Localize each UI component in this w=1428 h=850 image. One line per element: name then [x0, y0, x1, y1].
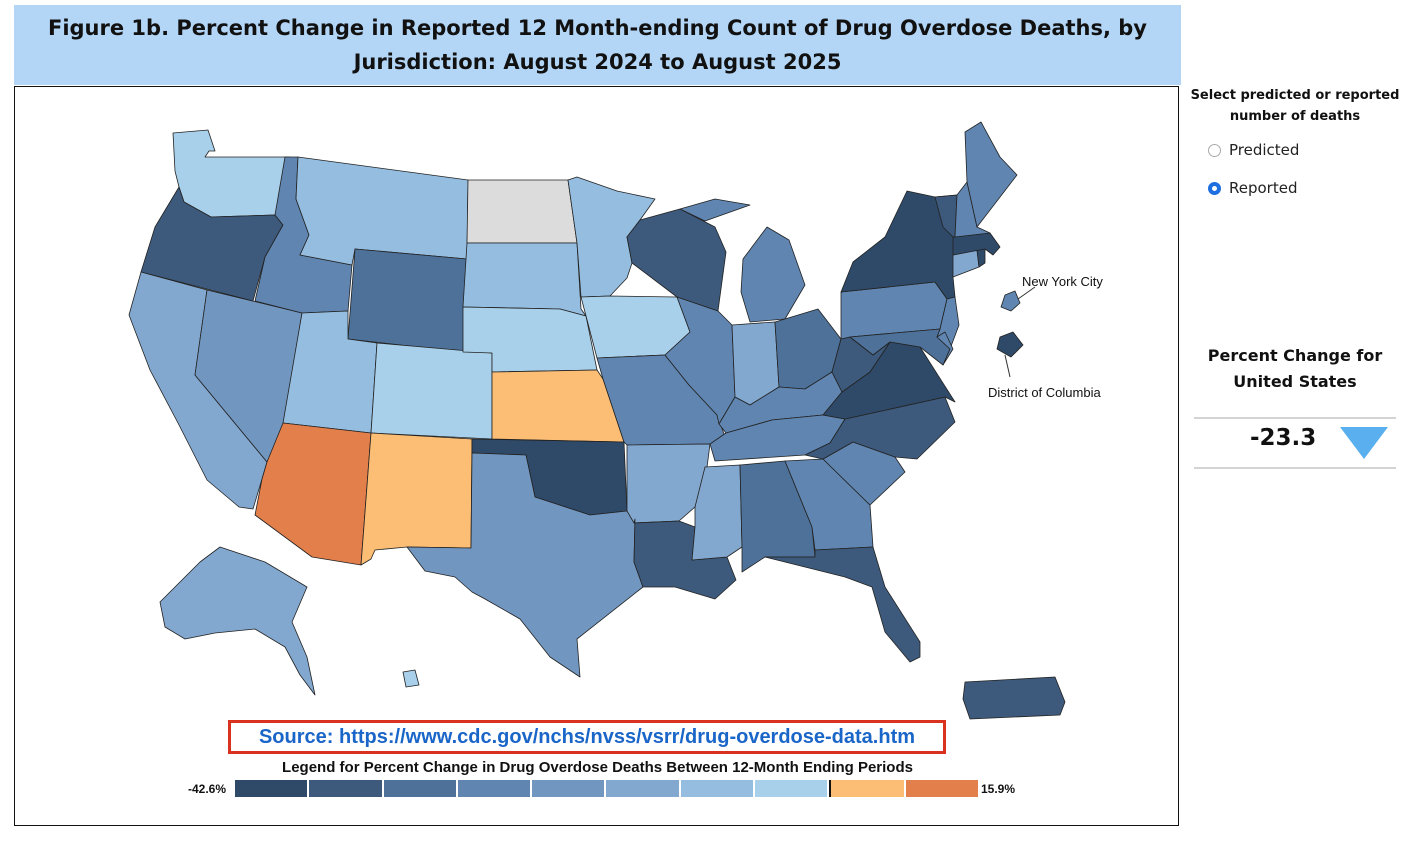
state-fl[interactable] — [764, 546, 921, 663]
legend-swatch — [532, 780, 607, 797]
state-mt[interactable] — [295, 156, 469, 266]
state-mi[interactable] — [679, 198, 806, 323]
radio-predicted-label[interactable]: Predicted — [1229, 141, 1300, 159]
state-ak[interactable] — [159, 546, 316, 696]
nyc-inset[interactable] — [1000, 290, 1021, 312]
legend-swatch — [755, 780, 830, 797]
legend-max-label: 15.9% — [981, 782, 1016, 796]
legend-swatch — [457, 780, 533, 797]
state-wa[interactable] — [172, 129, 291, 218]
territory-pr[interactable] — [962, 676, 1066, 720]
radio-reported[interactable]: Reported — [1208, 179, 1400, 197]
state-hi[interactable] — [402, 669, 420, 688]
us-percent-change-box: -23.3 — [1194, 417, 1396, 469]
legend-swatch — [383, 780, 458, 797]
figure-title-bar: Figure 1b. Percent Change in Reported 12… — [14, 5, 1181, 85]
source-link[interactable]: Source: https://www.cdc.gov/nchs/nvss/vs… — [228, 720, 946, 754]
state-la[interactable] — [633, 518, 737, 600]
radio-predicted[interactable]: Predicted — [1208, 141, 1400, 159]
nyc-label: New York City — [1022, 274, 1103, 289]
annotation-lines — [1004, 286, 1036, 378]
select-label-line-2: number of deaths — [1229, 109, 1361, 124]
state-nd[interactable] — [466, 179, 578, 244]
state-il[interactable] — [664, 296, 736, 425]
us-percent-change-title-line-2: United States — [1233, 372, 1357, 391]
state-nh[interactable] — [954, 181, 991, 238]
legend-title: Legend for Percent Change in Drug Overdo… — [282, 759, 913, 776]
us-percent-change-value: -23.3 — [1250, 425, 1317, 451]
legend-color-bar — [235, 780, 978, 797]
figure-title-line-1: Figure 1b. Percent Change in Reported 12… — [47, 16, 1147, 40]
state-me[interactable] — [964, 121, 1018, 228]
us-percent-change-title-line-1: Percent Change for — [1207, 346, 1383, 365]
state-nc[interactable] — [804, 396, 956, 460]
radio-reported-label[interactable]: Reported — [1229, 179, 1298, 197]
state-tx[interactable] — [406, 452, 644, 678]
us-choropleth-map: New York City District of Columbia — [128, 121, 1103, 720]
state-wy[interactable] — [347, 248, 468, 353]
state-nm[interactable] — [360, 432, 473, 566]
legend-swatch — [829, 780, 906, 797]
radio-predicted-icon[interactable] — [1208, 143, 1221, 157]
down-triangle-icon — [1340, 427, 1388, 459]
dc-inset[interactable] — [996, 331, 1024, 358]
legend-swatch — [680, 780, 756, 797]
state-wi[interactable] — [626, 208, 727, 312]
us-percent-change-title: Percent Change for United States — [1190, 343, 1400, 395]
state-ar[interactable] — [626, 443, 711, 524]
state-co[interactable] — [370, 342, 493, 440]
legend-swatch — [235, 780, 310, 797]
control-panel: Select predicted or reported number of d… — [1190, 85, 1400, 197]
map-frame: New York City District of Columbia Sourc… — [14, 86, 1179, 826]
dc-leader-line — [1004, 354, 1011, 378]
legend-swatch — [309, 780, 384, 797]
dc-label: District of Columbia — [988, 385, 1101, 400]
select-label-line-1: Select predicted or reported — [1190, 88, 1400, 103]
legend-swatch — [905, 780, 978, 797]
state-sd[interactable] — [462, 242, 587, 317]
radio-reported-icon[interactable] — [1208, 181, 1221, 195]
state-vt[interactable] — [934, 194, 958, 238]
nyc-leader-line — [1017, 286, 1036, 300]
state-de[interactable] — [936, 331, 954, 366]
legend-swatch — [606, 780, 681, 797]
legend-min-label: -42.6% — [188, 782, 227, 796]
figure-title-line-2: Jurisdiction: August 2024 to August 2025 — [353, 50, 842, 74]
